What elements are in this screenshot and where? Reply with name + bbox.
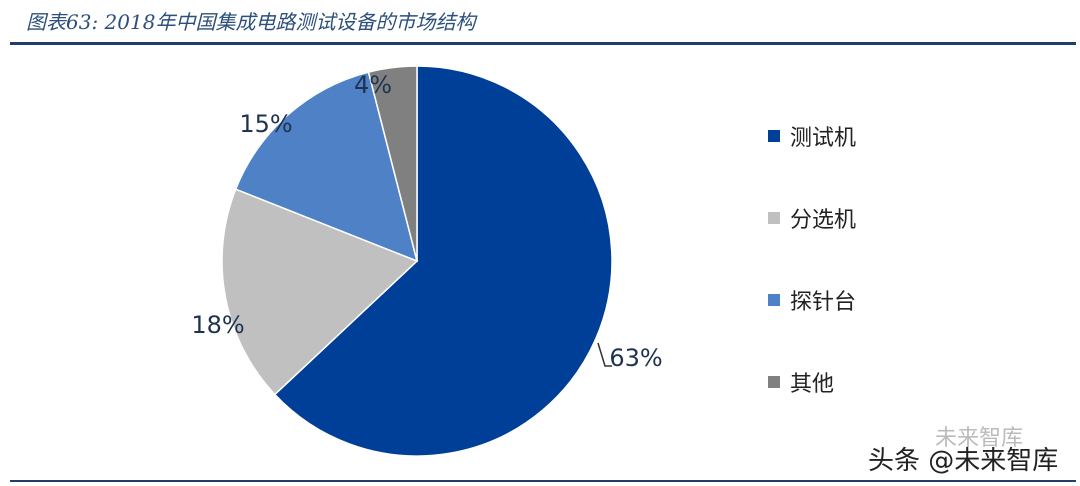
pie-slice-1 [221, 188, 419, 396]
data-label-3: 4% [354, 71, 392, 99]
legend-swatch [768, 212, 780, 224]
data-label-0: 63% [609, 344, 662, 372]
data-label-1: 18% [191, 311, 244, 339]
legend-label: 测试机 [790, 126, 857, 151]
legend-label: 探针台 [790, 290, 857, 315]
legend-swatch [768, 376, 780, 388]
watermark-faint: 未来智库 [935, 426, 1024, 451]
pie-slice-2 [234, 71, 419, 263]
legend-label: 其他 [790, 372, 835, 397]
watermark: 头条 @未来智库 [868, 446, 1059, 476]
legend-item: 分选机 [768, 202, 856, 234]
legend-item: 探针台 [768, 284, 856, 316]
title-rule [10, 42, 1076, 45]
legend-swatch [768, 294, 780, 306]
leader-line [597, 342, 612, 367]
legend-item: 其他 [768, 366, 834, 398]
legend-label: 分选机 [790, 208, 857, 233]
legend-item: 测试机 [768, 120, 856, 152]
legend-swatch [768, 130, 780, 142]
figure-title: 图表63: 2018年中国集成电路测试设备的市场结构 [26, 10, 476, 34]
pie-slice-3 [367, 65, 418, 262]
pie-slice-0 [273, 65, 613, 457]
bottom-rule [10, 480, 1076, 482]
data-label-2: 15% [239, 110, 292, 138]
